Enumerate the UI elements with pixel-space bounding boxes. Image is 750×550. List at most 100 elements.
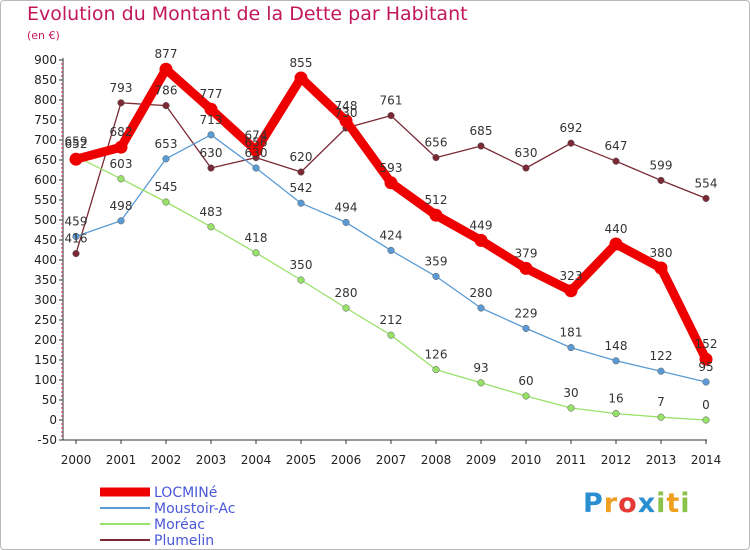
data-label-mor-ac: 0: [702, 398, 710, 412]
data-point-locmin-: [429, 208, 443, 222]
data-point-locmin-: [69, 152, 83, 166]
data-label-moustoir-ac: 653: [155, 137, 178, 151]
data-point-locmin-: [159, 62, 173, 76]
y-tick-label: 200: [34, 333, 57, 347]
y-tick-label: 450: [34, 233, 57, 247]
y-tick-label: 700: [34, 133, 57, 147]
data-point-plumelin: [567, 139, 575, 147]
data-point-mor-ac: [477, 379, 485, 387]
x-tick-label: 2014: [691, 453, 722, 467]
data-label-moustoir-ac: 498: [110, 199, 133, 213]
y-tick-label: 250: [34, 313, 57, 327]
data-point-locmin-: [474, 233, 488, 247]
legend-label: LOCMINé: [154, 485, 217, 501]
data-point-locmin-: [654, 261, 668, 275]
y-tick-label: 50: [42, 393, 57, 407]
data-point-moustoir-ac: [657, 367, 665, 375]
data-point-mor-ac: [117, 175, 125, 183]
y-tick-label: 900: [34, 53, 57, 67]
data-point-plumelin: [702, 194, 710, 202]
data-label-locmin-: 152: [695, 337, 718, 351]
y-tick-label: -50: [37, 433, 57, 447]
y-tick-label: 300: [34, 293, 57, 307]
data-point-plumelin: [522, 164, 530, 172]
data-label-locmin-: 674: [245, 128, 268, 142]
data-label-plumelin: 416: [65, 232, 88, 246]
data-point-plumelin: [657, 176, 665, 184]
data-point-locmin-: [519, 261, 533, 275]
y-tick-label: 500: [34, 213, 57, 227]
data-label-locmin-: 323: [560, 269, 583, 283]
data-point-locmin-: [609, 237, 623, 251]
data-point-plumelin: [612, 157, 620, 165]
brand-letter: t: [666, 488, 681, 519]
brand-letter: P: [583, 488, 604, 519]
data-point-plumelin: [432, 154, 440, 162]
data-label-mor-ac: 418: [245, 231, 268, 245]
chart-subtitle: (en €): [27, 29, 60, 42]
legend-label: Moustoir-Ac: [154, 501, 235, 517]
y-tick-label: 100: [34, 373, 57, 387]
data-point-moustoir-ac: [162, 155, 170, 163]
data-point-moustoir-ac: [117, 217, 125, 225]
x-tick-label: 2010: [511, 453, 542, 467]
data-point-moustoir-ac: [207, 131, 215, 139]
data-point-moustoir-ac: [252, 164, 260, 172]
y-tick-label: 0: [49, 413, 57, 427]
data-label-locmin-: 877: [155, 47, 178, 61]
data-label-moustoir-ac: 494: [335, 200, 358, 214]
data-label-mor-ac: 350: [290, 258, 313, 272]
data-label-moustoir-ac: 229: [515, 306, 538, 320]
y-tick-label: 400: [34, 253, 57, 267]
data-label-mor-ac: 545: [155, 180, 178, 194]
brand-logo: Proxiti: [583, 488, 691, 519]
chart-title: Evolution du Montant de la Dette par Hab…: [27, 3, 468, 25]
data-point-moustoir-ac: [612, 357, 620, 365]
data-label-mor-ac: 93: [473, 361, 488, 375]
data-label-moustoir-ac: 713: [200, 113, 223, 127]
data-label-plumelin: 786: [155, 84, 178, 98]
data-point-locmin-: [204, 102, 218, 116]
data-label-moustoir-ac: 424: [380, 228, 403, 242]
x-tick-label: 2000: [61, 453, 92, 467]
data-point-locmin-: [699, 352, 713, 366]
data-label-plumelin: 620: [290, 150, 313, 164]
data-label-plumelin: 630: [200, 146, 223, 160]
data-label-locmin-: 380: [650, 246, 673, 260]
data-label-locmin-: 440: [605, 222, 628, 236]
x-tick-label: 2013: [646, 453, 677, 467]
data-label-mor-ac: 280: [335, 286, 358, 300]
data-label-moustoir-ac: 459: [65, 214, 88, 228]
data-label-plumelin: 793: [110, 81, 133, 95]
data-label-moustoir-ac: 122: [650, 349, 673, 363]
data-label-plumelin: 554: [695, 176, 718, 190]
data-label-mor-ac: 659: [65, 134, 88, 148]
data-point-mor-ac: [612, 410, 620, 418]
data-label-mor-ac: 7: [657, 395, 665, 409]
data-point-moustoir-ac: [297, 199, 305, 207]
data-point-mor-ac: [162, 198, 170, 206]
data-point-mor-ac: [387, 331, 395, 339]
data-label-plumelin: 630: [515, 146, 538, 160]
data-label-locmin-: 593: [380, 161, 403, 175]
y-tick-label: 550: [34, 193, 57, 207]
x-tick-label: 2001: [106, 453, 137, 467]
data-label-mor-ac: 60: [518, 374, 533, 388]
data-label-plumelin: 685: [470, 124, 493, 138]
x-tick-label: 2007: [376, 453, 407, 467]
data-point-moustoir-ac: [342, 218, 350, 226]
brand-letter: i: [656, 488, 667, 519]
data-point-locmin-: [384, 176, 398, 190]
data-label-mor-ac: 603: [110, 157, 133, 171]
y-tick-label: 650: [34, 153, 57, 167]
data-label-locmin-: 777: [200, 87, 223, 101]
data-point-moustoir-ac: [567, 344, 575, 352]
data-label-plumelin: 730: [335, 106, 358, 120]
brand-letter: x: [637, 488, 657, 519]
data-label-locmin-: 652: [65, 137, 88, 151]
data-point-moustoir-ac: [432, 272, 440, 280]
y-tick-label: 800: [34, 93, 57, 107]
data-point-moustoir-ac: [522, 324, 530, 332]
